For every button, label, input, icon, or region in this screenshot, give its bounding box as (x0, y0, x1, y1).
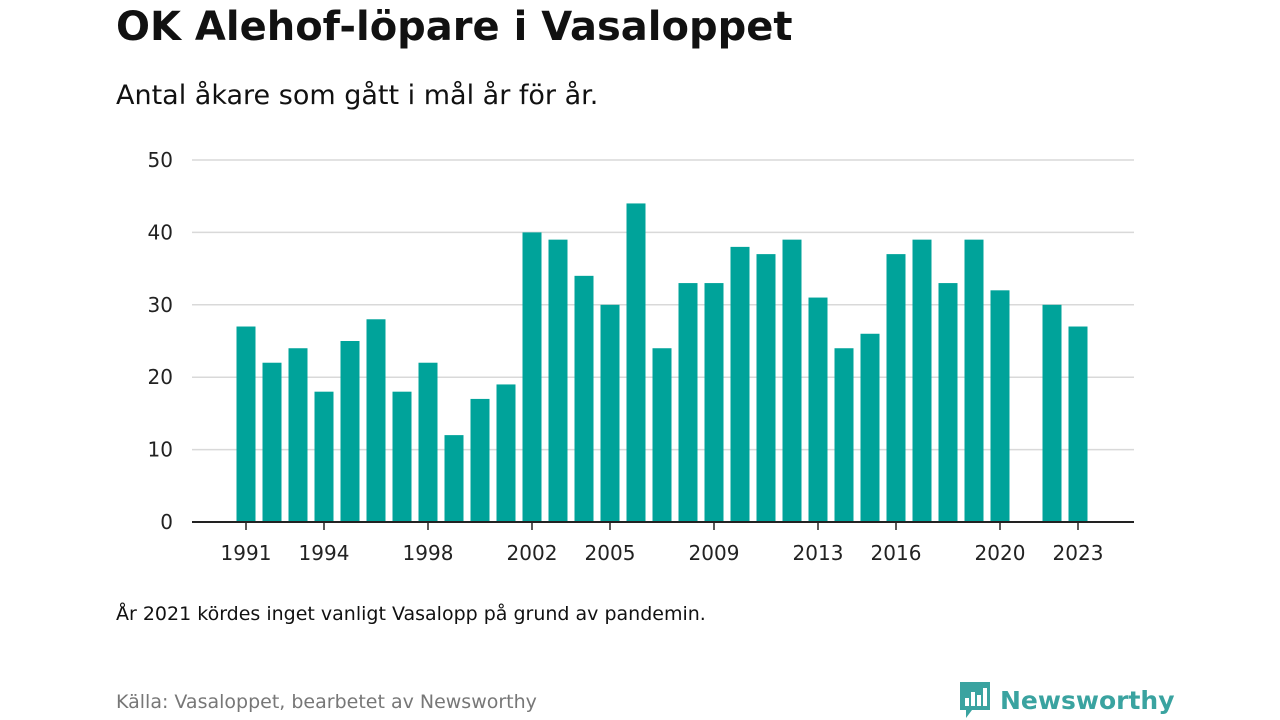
bar-2006 (626, 203, 646, 522)
bar-2018 (938, 283, 958, 522)
x-tick-label: 2023 (1053, 541, 1104, 565)
y-tick-label: 30 (148, 293, 173, 317)
chart-title: OK Alehof-löpare i Vasaloppet (116, 4, 793, 50)
bar-2015 (860, 333, 880, 522)
x-tick-label: 2002 (507, 541, 558, 565)
bar-2001 (496, 384, 516, 522)
y-tick-label: 10 (148, 438, 173, 462)
x-tick-label: 1998 (403, 541, 454, 565)
bar-2019 (964, 239, 984, 522)
x-tick-label: 1991 (221, 541, 272, 565)
bar-2004 (574, 275, 594, 522)
bar-1997 (392, 391, 412, 522)
bars (236, 203, 1088, 522)
x-tick-label: 2013 (793, 541, 844, 565)
bar-2014 (834, 348, 854, 522)
y-tick-label: 40 (148, 220, 173, 244)
x-tick-label: 2020 (975, 541, 1026, 565)
bar-chart: 0 10 20 30 40 50 1991 1994 1998 2002 2005 2009 2013 2… (148, 148, 1134, 565)
chart-subtitle: Antal åkare som gått i mål år för år. (116, 80, 599, 111)
bar-2017 (912, 239, 932, 522)
bar-2007 (652, 348, 672, 522)
bar-1991 (236, 326, 256, 522)
x-tick-label: 1994 (299, 541, 350, 565)
bar-2020 (990, 290, 1010, 522)
y-tick-label: 50 (148, 148, 173, 172)
bar-2022 (1042, 304, 1062, 522)
bar-2011 (756, 254, 776, 522)
axes: 0 10 20 30 40 50 1991 1994 1998 2002 2005 2009 2013 2… (148, 148, 1134, 565)
bar-1993 (288, 348, 308, 522)
x-tick-label: 2016 (871, 541, 922, 565)
source-text: Källa: Vasaloppet, bearbetet av Newswort… (116, 691, 537, 713)
bar-1995 (340, 341, 360, 522)
bar-2013 (808, 297, 828, 522)
bar-1992 (262, 362, 282, 522)
x-tick-label: 2009 (689, 541, 740, 565)
bar-1998 (418, 362, 438, 522)
bar-2002 (522, 232, 542, 522)
newsworthy-logo: Newsworthy (958, 680, 1175, 720)
bar-2000 (470, 398, 490, 522)
bar-2012 (782, 239, 802, 522)
bar-1996 (366, 319, 386, 522)
footnote: År 2021 kördes inget vanligt Vasalopp på… (116, 603, 706, 625)
y-tick-label: 0 (160, 510, 173, 534)
y-tick-label: 20 (148, 365, 173, 389)
logo-text: Newsworthy (1000, 685, 1175, 715)
bar-1994 (314, 391, 334, 522)
bar-2008 (678, 283, 698, 522)
bar-2023 (1068, 326, 1088, 522)
bar-2005 (600, 304, 620, 522)
bar-2016 (886, 254, 906, 522)
bar-2003 (548, 239, 568, 522)
bar-2010 (730, 246, 750, 522)
bar-2009 (704, 283, 724, 522)
newsworthy-logo-icon (960, 682, 990, 718)
bar-1999 (444, 435, 464, 522)
x-tick-label: 2005 (585, 541, 636, 565)
